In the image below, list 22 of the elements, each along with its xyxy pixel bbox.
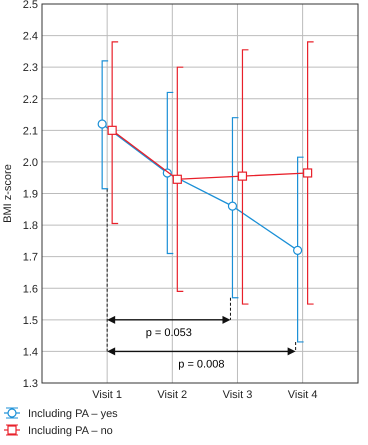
legend-label: Including PA – no [28, 425, 113, 437]
y-axis-title: BMI z-score [2, 164, 14, 223]
annotation: p = 0.008 [178, 358, 224, 370]
legend-label: Including PA – yes [28, 408, 118, 420]
y-tick-label: 1.6 [22, 283, 38, 296]
annotation: p = 0.053 [146, 326, 192, 339]
y-tick-label: 1.9 [22, 188, 38, 200]
x-tick-label: Visit 3 [222, 389, 252, 401]
y-tick-label: 1.5 [22, 314, 38, 327]
x-tick-label: Visit 1 [92, 389, 122, 401]
y-tick-label: 2.5 [22, 0, 38, 11]
y-tick-label: 1.8 [22, 220, 38, 232]
x-tick-label: Visit 2 [157, 389, 188, 401]
y-tick-label: 2.2 [22, 94, 38, 106]
y-tick-label: 2.1 [22, 125, 38, 138]
y-tick-label: 1.4 [22, 346, 38, 358]
y-tick-label: 2.4 [22, 30, 38, 43]
y-tick-label: 2.0 [22, 156, 38, 169]
y-tick-label: 1.3 [22, 378, 38, 390]
y-tick-label: 2.3 [22, 62, 38, 74]
x-tick-label: Visit 4 [288, 389, 318, 401]
y-tick-label: 1.7 [22, 252, 38, 264]
